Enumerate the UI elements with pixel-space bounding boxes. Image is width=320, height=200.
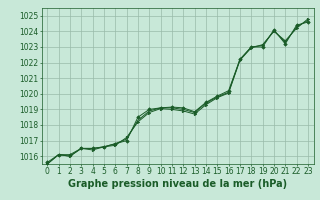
X-axis label: Graphe pression niveau de la mer (hPa): Graphe pression niveau de la mer (hPa) xyxy=(68,179,287,189)
